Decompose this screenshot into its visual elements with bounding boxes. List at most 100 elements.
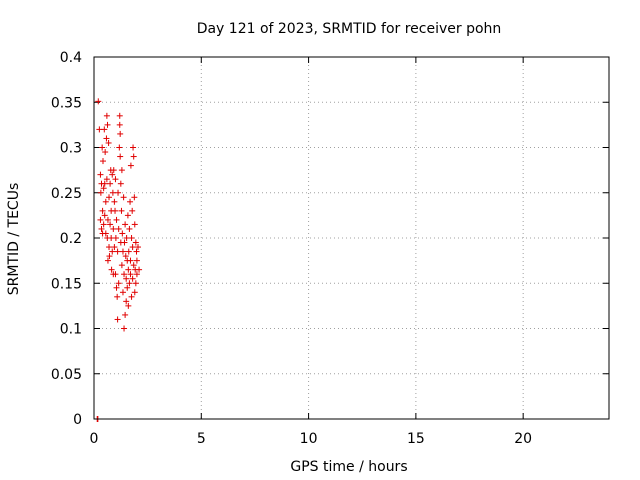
data-point	[111, 198, 118, 205]
y-tick-label: 0	[73, 412, 82, 428]
data-point	[131, 194, 138, 201]
data-point	[107, 180, 114, 187]
data-point	[104, 121, 111, 128]
data-point	[110, 225, 117, 232]
data-point	[111, 244, 118, 251]
data-point	[100, 185, 107, 192]
data-point	[133, 271, 140, 278]
data-point	[129, 275, 136, 282]
data-point	[99, 207, 106, 214]
data-point	[123, 298, 130, 305]
data-point	[113, 284, 120, 291]
data-point	[120, 194, 127, 201]
data-point	[116, 144, 123, 151]
data-point	[124, 284, 131, 291]
data-point	[126, 280, 133, 287]
data-point	[97, 171, 104, 178]
data-point	[118, 207, 125, 214]
data-point	[128, 235, 135, 241]
data-point	[101, 180, 108, 187]
data-points	[94, 98, 143, 422]
x-tick-label: 5	[197, 431, 206, 447]
data-point	[98, 225, 105, 232]
data-point	[121, 271, 128, 278]
data-point	[128, 293, 135, 300]
data-point	[131, 289, 138, 296]
data-point	[97, 189, 104, 196]
data-point	[109, 189, 116, 196]
data-point	[114, 248, 121, 255]
data-point	[127, 162, 134, 169]
data-point	[136, 266, 143, 273]
data-point	[125, 266, 132, 273]
data-point	[127, 271, 134, 278]
data-point	[124, 212, 131, 219]
data-point	[109, 171, 116, 178]
plot-frame	[93, 56, 610, 420]
data-point	[129, 207, 136, 214]
data-point	[101, 126, 108, 133]
data-point	[101, 212, 108, 219]
data-point	[117, 130, 124, 137]
data-point	[126, 225, 133, 232]
data-point	[112, 207, 119, 214]
data-point	[115, 225, 122, 232]
data-point	[132, 239, 139, 246]
data-point	[115, 280, 122, 287]
data-point	[112, 176, 119, 183]
data-point	[118, 262, 125, 269]
data-point	[122, 221, 129, 228]
data-point	[110, 167, 117, 174]
data-point	[118, 167, 125, 174]
data-point	[108, 266, 115, 273]
data-point	[133, 257, 140, 264]
x-tick-label: 0	[90, 431, 99, 447]
data-point	[127, 198, 134, 205]
y-tick-label: 0.3	[60, 141, 82, 157]
data-point	[127, 257, 134, 264]
data-point	[132, 280, 139, 287]
data-point	[106, 244, 113, 251]
data-point	[116, 121, 123, 128]
grid	[94, 57, 609, 419]
data-point	[134, 244, 141, 251]
data-point	[121, 239, 128, 246]
data-point	[104, 216, 111, 223]
data-point	[103, 112, 110, 119]
data-point	[105, 139, 112, 146]
data-point	[107, 221, 114, 228]
x-axis-label: GPS time / hours	[290, 459, 407, 475]
data-point	[123, 275, 130, 282]
x-tick-label: 10	[300, 431, 318, 447]
data-point	[125, 302, 132, 309]
data-point	[100, 221, 107, 228]
data-point	[133, 248, 140, 255]
y-tick-label: 0.25	[51, 186, 82, 202]
data-point	[97, 216, 104, 223]
chart-title: Day 121 of 2023, SRMTID for receiver poh…	[197, 21, 502, 37]
data-point	[103, 176, 110, 183]
data-point	[130, 262, 137, 269]
y-tick-label: 0.1	[60, 322, 82, 338]
data-point	[119, 248, 126, 255]
data-point	[114, 316, 121, 323]
data-point	[112, 271, 119, 278]
y-tick-label: 0.15	[51, 276, 82, 292]
data-point	[112, 235, 119, 241]
data-point	[122, 311, 129, 318]
data-point	[102, 149, 109, 156]
data-point	[102, 198, 109, 205]
data-point	[95, 98, 102, 105]
data-point	[121, 325, 128, 332]
data-point	[113, 216, 120, 223]
y-tick-label: 0.4	[60, 50, 82, 66]
data-point	[119, 230, 126, 237]
data-point	[129, 244, 136, 251]
data-point	[99, 144, 106, 151]
y-tick-label: 0.2	[60, 231, 82, 247]
data-point	[125, 248, 132, 255]
data-point	[116, 112, 123, 119]
data-point	[130, 144, 137, 151]
